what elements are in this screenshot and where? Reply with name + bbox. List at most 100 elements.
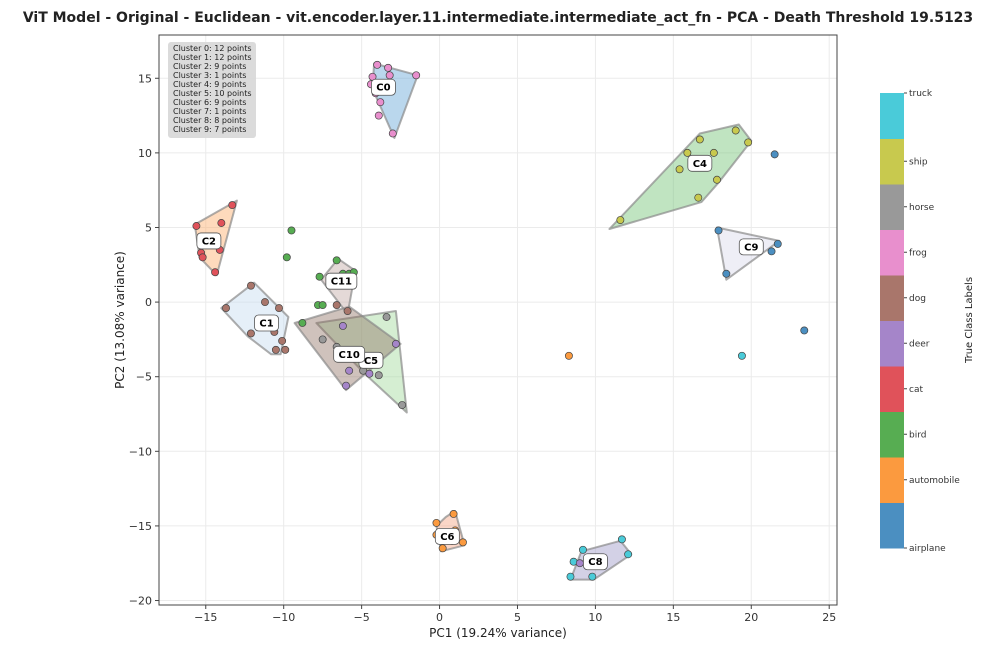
cluster-label-c9: C9 [738,238,764,256]
data-point [332,256,341,265]
data-point [388,129,397,138]
data-point [449,510,458,518]
data-point [298,319,307,327]
data-point [744,138,753,147]
cluster-label-box [687,154,713,172]
data-point [261,298,269,307]
cluster-label-box [371,78,396,96]
colorbar-swatch-dog [880,275,904,321]
x-tick-label: −5 [354,611,370,624]
y-tick-label: 10 [138,147,152,160]
data-point [737,351,746,360]
x-tick-label: −15 [194,611,217,624]
data-point [222,304,230,313]
data-point [373,60,382,69]
y-axis-label: PC2 (13.08% variance) [113,251,127,389]
axis-ticks: −15 −10 −5 0 5 10 15 20 25 −20 −15 −10 −5 0 5 10 15 [129,72,836,624]
cluster-label-text: C4 [693,159,707,170]
data-point [343,307,352,315]
data-point [365,369,374,378]
colorbar-tick-label: dog [909,294,926,304]
cluster-label-box [738,238,764,256]
data-point [398,401,407,410]
data-point [617,535,626,544]
data-point [722,269,731,278]
y-tick-label: 5 [145,221,152,234]
cluster-label-c11: C11 [325,272,358,290]
colorbar-swatch-frog [880,229,904,276]
cluster-label-box [434,527,460,545]
cluster-label-box [254,314,279,332]
colorbar-label: True Class Labels [964,277,975,364]
data-point [217,219,226,227]
data-point [675,165,684,174]
cluster-labels: C0 C1 C2 C4 C5 C6 C8 C9 C10 C11 [196,78,764,571]
data-point [713,175,721,184]
data-point [800,326,809,335]
colorbar-tick-label: truck [909,89,933,99]
data-point [578,545,587,554]
data-point [228,201,237,210]
x-axis-label: PC1 (19.24% variance) [429,626,567,640]
cluster-label-text: C2 [202,236,216,247]
data-point [345,366,354,375]
data-point [709,148,718,157]
y-tick-label: 0 [145,296,152,309]
cluster-label-text: C10 [339,350,360,361]
chart-title: ViT Model - Original - Euclidean - vit.e… [23,10,973,26]
legend-entry: Cluster 9: 7 points [173,125,246,134]
data-point [376,98,385,107]
x-tick-label: 15 [666,611,680,624]
data-point [192,222,201,230]
cluster-label-box [583,553,608,571]
cluster-label-c4: C4 [687,154,713,172]
cluster-label-c1: C1 [254,314,279,332]
data-point [564,351,573,360]
cluster-label-text: C11 [331,277,352,288]
x-tick-label: 5 [514,611,521,624]
data-point [770,150,779,159]
colorbar-tick-label: horse [909,203,935,213]
colorbar-tick-label: automobile [909,476,960,486]
colorbar-swatch-horse [880,184,904,230]
y-tick-label: −5 [136,371,152,384]
data-point [412,71,421,80]
data-point [695,135,704,144]
legend-box [168,42,256,138]
data-point [385,71,394,80]
data-point [247,329,255,338]
x-tick-label: 0 [436,611,443,624]
x-tick-label: −10 [272,611,295,624]
cluster-label-c6: C6 [434,527,460,545]
legend-entry: Cluster 5: 10 points [173,89,252,98]
data-point [773,239,782,248]
plot-area: C0 C1 C2 C4 C5 C6 C8 C9 C10 C11 −15 −10 −5 0 5 10 15 20 25… [129,34,838,624]
x-tick-label: 10 [588,611,602,624]
colorbar-tick-label: ship [909,157,928,167]
colorbar-tick-label: airplane [909,544,946,554]
data-point [278,336,287,345]
data-point [391,339,400,348]
y-tick-label: 15 [138,72,152,85]
legend-entry: Cluster 3: 1 points [173,71,246,80]
legend-entry: Cluster 4: 9 points [173,80,246,89]
data-point [374,371,383,380]
data-point [332,301,341,310]
colorbar-tick-label: bird [909,430,926,440]
y-tick-label: −15 [129,520,152,533]
colorbar-swatch-deer [880,320,904,367]
colorbar-swatch-bird [880,411,904,458]
colorbar-swatch-cat [880,366,904,412]
data-point [438,544,447,553]
legend-entry: Cluster 7: 1 points [173,107,246,116]
cluster-label-c10: C10 [333,345,366,363]
cluster-label-text: C8 [588,557,602,568]
data-point [624,550,633,559]
data-point [588,572,597,581]
legend-entry: Cluster 2: 9 points [173,62,246,71]
x-tick-label: 20 [744,611,758,624]
plot-frame [158,34,838,606]
data-point [382,313,391,321]
data-point [683,148,692,157]
